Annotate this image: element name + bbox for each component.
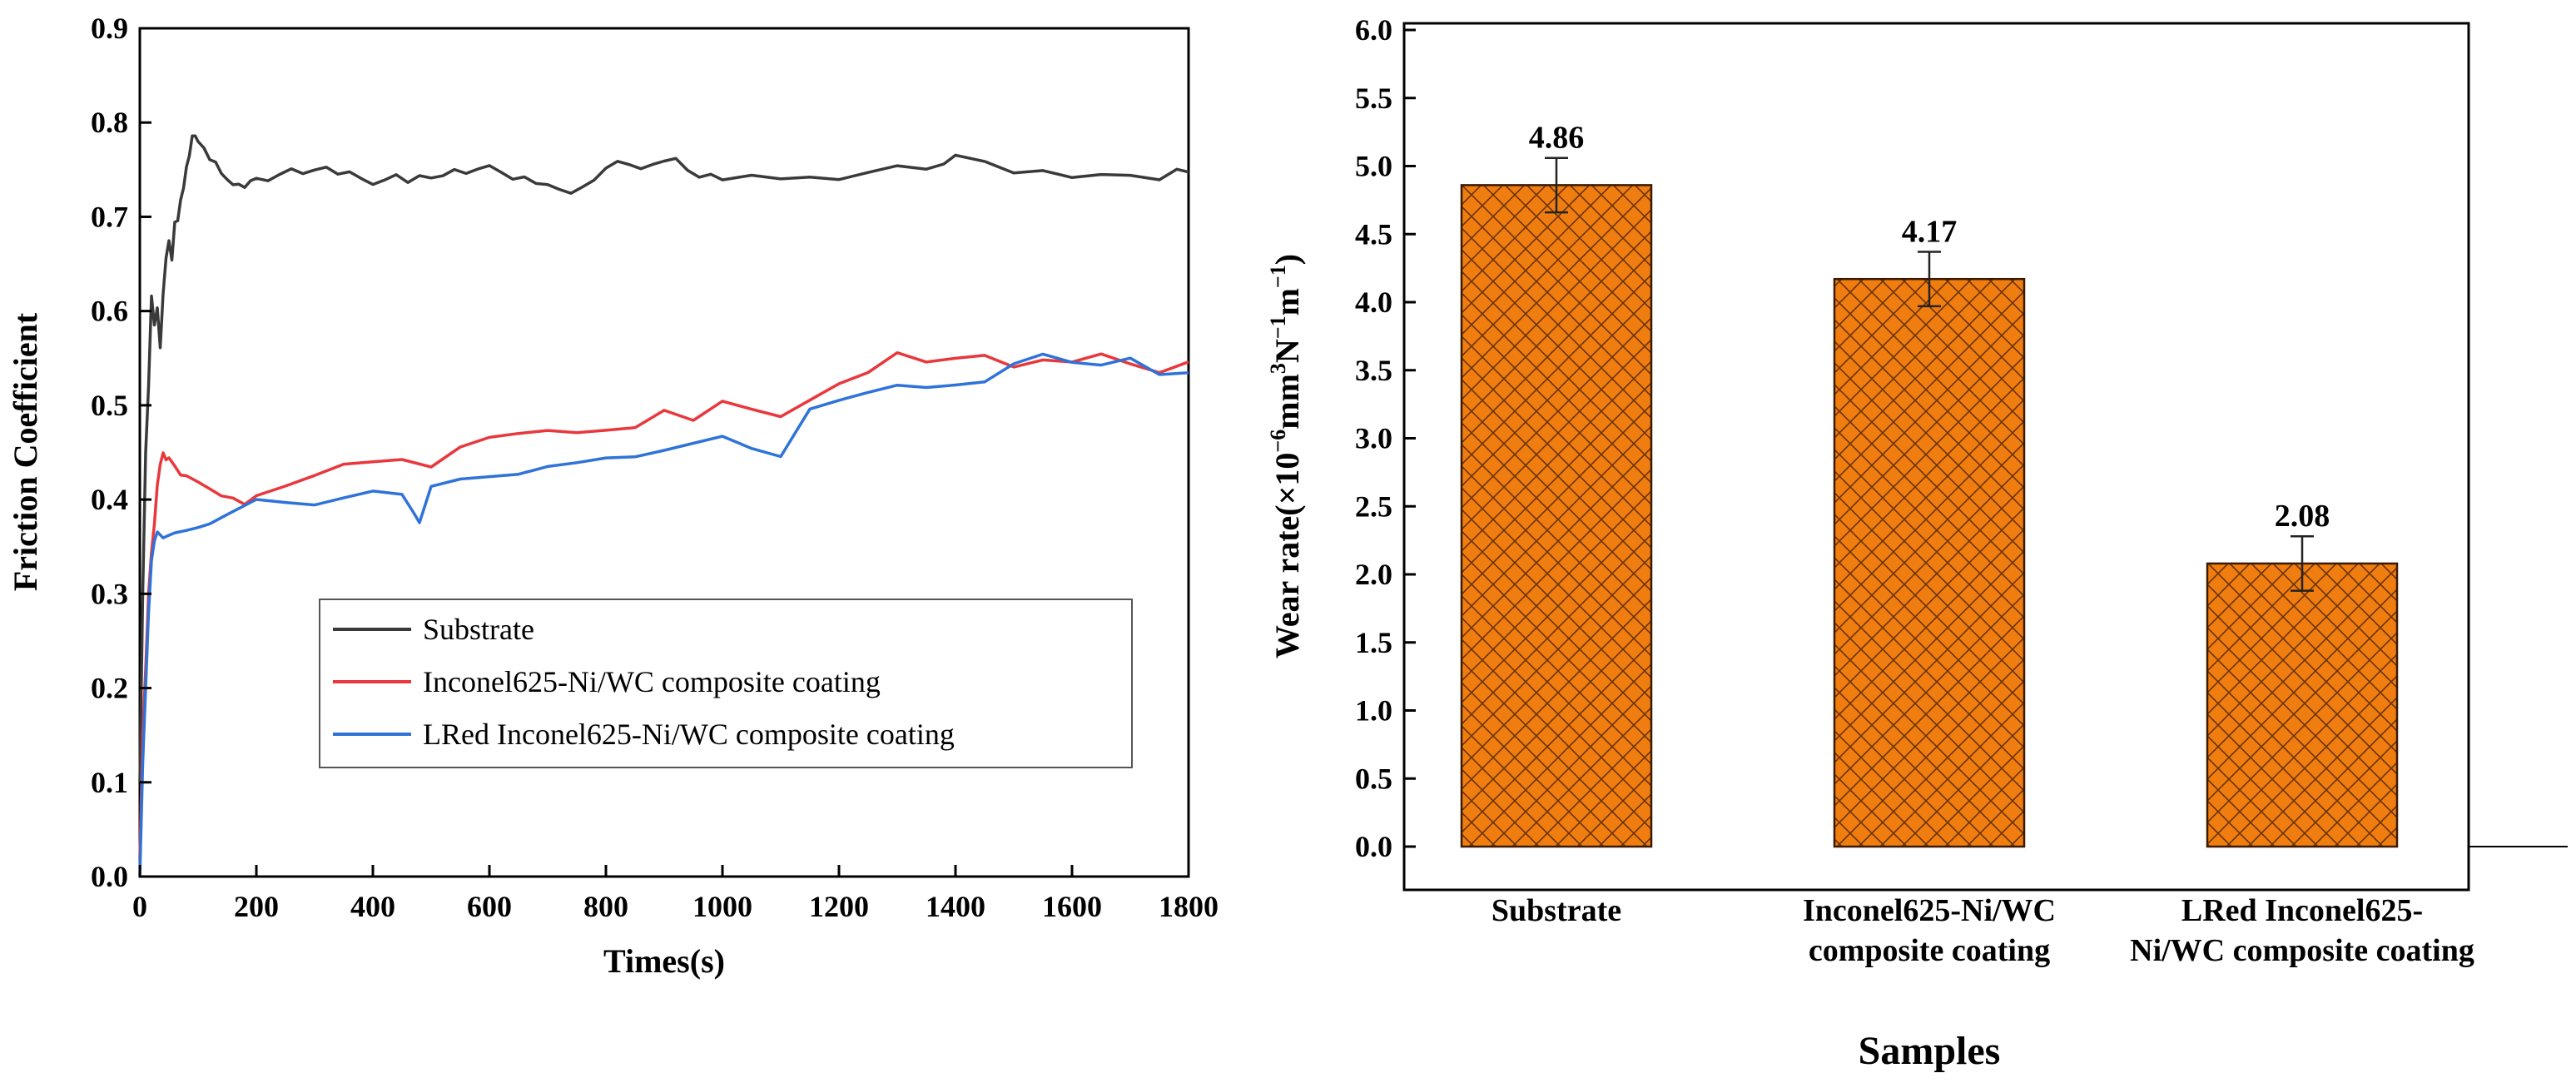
left-x-ticks: 0 200 400 600 800 1000 1200 1400 1600 1800: [132, 865, 1219, 923]
category-label-1: composite coating: [1809, 933, 2050, 968]
right-ytick-label: 4.0: [1355, 286, 1392, 319]
bar-group: 4.86 4.17 2.08: [1460, 121, 2399, 848]
right-ytick-label: 3.0: [1355, 422, 1392, 455]
category-label-0: Substrate: [1491, 893, 1621, 928]
category-label-1: Inconel625-Ni/WC: [1803, 893, 2056, 928]
left-ytick-label: 0.7: [91, 200, 128, 233]
left-ytick-label: 0.4: [91, 483, 128, 516]
series-line-1: [138, 350, 1189, 858]
bar-value-label-2: 2.08: [2275, 499, 2330, 534]
category-label-2: Ni/WC composite coating: [2130, 933, 2474, 968]
right-ytick-label: 2.0: [1355, 558, 1392, 591]
right-ytick-label: 0.5: [1355, 762, 1392, 795]
right-ytick-label: 6.0: [1355, 13, 1392, 47]
category-label-2: LRed Inconel625-: [2181, 893, 2423, 928]
left-ytick-label: 0.2: [91, 672, 128, 705]
left-ytick-label: 0.3: [91, 577, 128, 610]
legend-box: [319, 599, 1133, 768]
left-xtick-label: 1400: [926, 890, 985, 923]
right-plot-frame: [1402, 22, 2470, 892]
left-ytick-label: 0.9: [91, 12, 128, 45]
bar-1: [1833, 277, 2026, 848]
left-xtick-label: 1200: [809, 890, 869, 923]
category-labels: Substrate Inconel625-Ni/WC composite coati…: [1491, 893, 2474, 968]
right-ytick-label: 5.0: [1355, 150, 1392, 183]
legend: Substrate Inconel625-Ni/WC composite coa…: [319, 599, 1133, 768]
left-plot-frame: [138, 27, 1190, 878]
left-ytick-label: 0.0: [91, 860, 128, 893]
right-x-axis-title: Samples: [1859, 1029, 2001, 1073]
series-line-0: [138, 134, 1189, 782]
left-y-ticks: 0.0 0.1 0.2 0.3 0.4 0.5 0.6 0.7 0.8 0.9: [91, 12, 151, 893]
right-ytick-label: 5.5: [1355, 82, 1392, 115]
left-xtick-label: 400: [350, 890, 395, 923]
left-y-axis-title: Friction Coefficient: [7, 312, 44, 591]
right-y-axis-title: Wear rate(×10−6mm3N−1m−1): [1266, 254, 1306, 658]
right-ytick-label: 3.5: [1355, 354, 1392, 387]
left-ytick-label: 0.6: [91, 295, 128, 328]
left-xtick-label: 600: [467, 890, 512, 923]
left-xtick-label: 1800: [1159, 890, 1219, 923]
left-xtick-label: 1000: [692, 890, 752, 923]
left-xtick-label: 0: [132, 890, 147, 923]
left-ytick-label: 0.5: [91, 389, 128, 422]
wear-rate-chart: 4.86 4.17 2.08 0.0 0.5 1.0 1.5 2.0 2.5 3.0 3.5 4.0…: [1266, 13, 2568, 1073]
series-line-2: [138, 352, 1189, 877]
legend-label-lred: LRed Inconel625-Ni/WC composite coating: [423, 718, 955, 751]
friction-coefficient-chart: 0.0 0.1 0.2 0.3 0.4 0.5 0.6 0.7 0.8 0.9 0 200 400 60…: [7, 12, 1219, 980]
left-xtick-label: 1600: [1042, 890, 1102, 923]
right-ytick-label: 1.0: [1355, 694, 1392, 728]
right-ytick-label: 0.0: [1355, 830, 1392, 863]
left-ytick-label: 0.8: [91, 106, 128, 139]
bar-0: [1460, 184, 1653, 848]
left-x-axis-title: Times(s): [603, 942, 725, 980]
left-xtick-label: 200: [234, 890, 279, 923]
right-ytick-label: 4.5: [1355, 217, 1392, 251]
left-xtick-label: 800: [583, 890, 628, 923]
legend-label-substrate: Substrate: [423, 613, 534, 646]
bar-2: [2206, 562, 2399, 848]
bar-value-label-0: 4.86: [1529, 121, 1585, 156]
legend-label-inconel: Inconel625-Ni/WC composite coating: [423, 665, 881, 698]
right-y-ticks: 0.0 0.5 1.0 1.5 2.0 2.5 3.0 3.5 4.0 4.5 5.0 5.5 6.0: [1355, 13, 1416, 863]
right-ytick-label: 2.5: [1355, 489, 1392, 523]
bar-value-label-1: 4.17: [1902, 215, 1958, 250]
left-ytick-label: 0.1: [91, 766, 128, 799]
right-ytick-label: 1.5: [1355, 626, 1392, 659]
friction-series-group: [138, 134, 1189, 877]
